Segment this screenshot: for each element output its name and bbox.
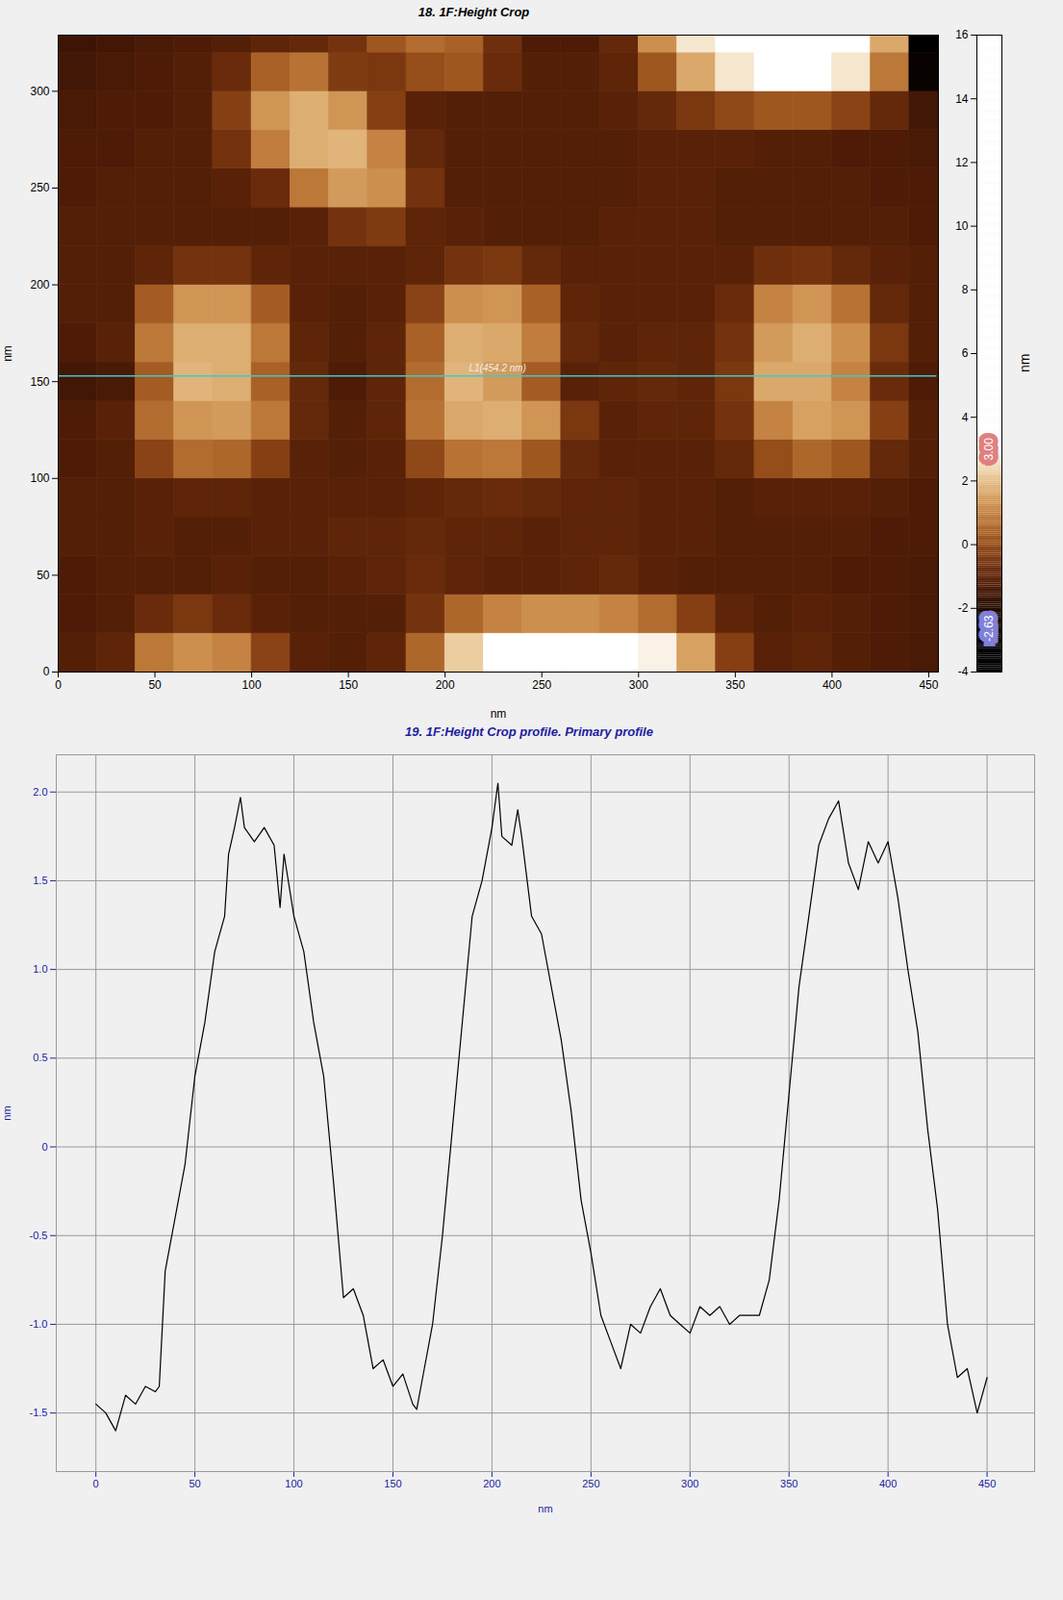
svg-text:-1.5: -1.5: [29, 1406, 49, 1418]
svg-text:nm: nm: [490, 707, 507, 721]
svg-text:0.5: 0.5: [32, 1051, 48, 1063]
svg-text:6: 6: [961, 346, 969, 360]
svg-text:-2.63: -2.63: [982, 614, 996, 642]
svg-text:200: 200: [435, 678, 456, 692]
svg-text:250: 250: [29, 180, 50, 195]
svg-text:150: 150: [383, 1477, 402, 1490]
svg-text:150: 150: [29, 375, 50, 389]
svg-text:8: 8: [961, 282, 969, 297]
svg-text:L1(454.2 nm): L1(454.2 nm): [468, 362, 526, 374]
svg-text:0: 0: [41, 1140, 48, 1153]
svg-text:300: 300: [629, 678, 649, 692]
svg-text:nm: nm: [1016, 354, 1033, 373]
html-text:18. 1F:Height Crop: 18. 1F:Height Crop: [418, 4, 530, 20]
svg-text:100: 100: [284, 1477, 303, 1490]
svg-text:50: 50: [188, 1477, 201, 1490]
svg-text:14: 14: [955, 92, 969, 106]
svg-text:-2: -2: [958, 601, 969, 615]
svg-text:10: 10: [955, 219, 969, 233]
svg-text:0: 0: [54, 678, 62, 692]
svg-text:300: 300: [681, 1477, 699, 1490]
svg-text:12: 12: [955, 155, 969, 170]
svg-text:100: 100: [29, 471, 50, 485]
svg-text:450: 450: [918, 678, 938, 692]
svg-text:-4: -4: [958, 664, 969, 679]
svg-text:-0.5: -0.5: [29, 1229, 49, 1241]
svg-text:100: 100: [242, 678, 262, 692]
svg-text:350: 350: [725, 678, 745, 692]
svg-text:250: 250: [582, 1477, 600, 1490]
svg-text:1.5: 1.5: [32, 874, 48, 886]
svg-text:4: 4: [961, 410, 969, 425]
svg-text:400: 400: [879, 1477, 897, 1490]
svg-text:-1.0: -1.0: [29, 1317, 49, 1330]
svg-text:50: 50: [36, 568, 51, 583]
svg-text:0: 0: [93, 1477, 100, 1490]
svg-text:200: 200: [29, 278, 50, 292]
svg-text:200: 200: [482, 1477, 501, 1490]
svg-text:nm: nm: [0, 1105, 13, 1120]
svg-text:300: 300: [29, 84, 50, 99]
svg-text:2.0: 2.0: [32, 785, 48, 798]
html-text:19. 1F:Height Crop profile. Pr: 19. 1F:Height Crop profile. Primary prof…: [404, 724, 654, 739]
svg-text:250: 250: [531, 678, 552, 692]
svg-text:150: 150: [338, 678, 358, 692]
svg-text:0: 0: [961, 537, 969, 552]
svg-text:0: 0: [43, 664, 51, 679]
svg-text:nm: nm: [0, 345, 15, 362]
svg-text:3.00: 3.00: [982, 437, 996, 461]
svg-text:50: 50: [148, 678, 162, 692]
svg-text:400: 400: [822, 678, 842, 692]
svg-text:350: 350: [780, 1477, 798, 1490]
svg-text:2: 2: [961, 474, 969, 488]
svg-text:450: 450: [978, 1477, 996, 1490]
svg-text:1.0: 1.0: [32, 962, 48, 975]
svg-text:nm: nm: [537, 1502, 553, 1515]
svg-text:16: 16: [955, 27, 969, 42]
